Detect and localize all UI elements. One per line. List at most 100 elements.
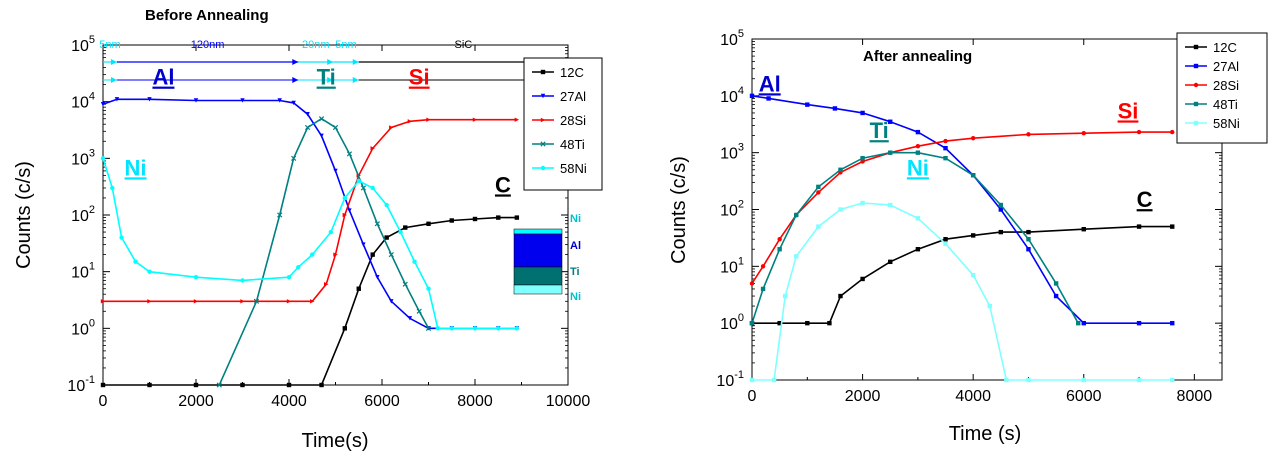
data-point bbox=[860, 155, 865, 161]
x-tick-label: 2000 bbox=[178, 393, 214, 410]
legend-label: 12C bbox=[560, 65, 584, 80]
data-point bbox=[407, 316, 413, 321]
element-label-ni: Ni bbox=[125, 155, 147, 180]
data-point bbox=[342, 326, 347, 331]
layer-label: 5nm bbox=[335, 39, 356, 51]
layer-arrowhead-lower bbox=[110, 77, 117, 83]
data-point bbox=[240, 278, 245, 283]
y-tick-label: 105 bbox=[720, 28, 744, 49]
data-point bbox=[342, 212, 347, 218]
data-point bbox=[888, 259, 893, 265]
series-27Al bbox=[749, 93, 1175, 326]
data-point bbox=[374, 221, 380, 227]
data-point bbox=[915, 247, 921, 252]
data-point bbox=[749, 93, 755, 99]
data-point bbox=[1170, 224, 1175, 229]
data-point bbox=[119, 235, 124, 240]
data-point bbox=[346, 151, 353, 157]
data-point bbox=[304, 124, 311, 131]
data-point bbox=[426, 286, 431, 291]
data-point bbox=[291, 155, 297, 161]
data-point bbox=[407, 119, 413, 124]
series-48Ti bbox=[749, 150, 1081, 326]
legend-label: 12C bbox=[1213, 40, 1237, 55]
data-point bbox=[147, 382, 152, 388]
legend-box bbox=[1176, 32, 1268, 144]
data-point bbox=[472, 326, 478, 331]
layer-arrowhead bbox=[110, 59, 117, 65]
data-point bbox=[240, 382, 245, 388]
data-point bbox=[398, 229, 403, 235]
legend-item: 12C bbox=[1185, 40, 1237, 55]
data-point bbox=[1193, 63, 1199, 69]
chart-title: After annealing bbox=[863, 48, 972, 65]
y-tick-label: 102 bbox=[720, 199, 744, 220]
chart-before-annealing: Before Annealing Counts (c/s) Time(s) 0 2… bbox=[13, 7, 603, 452]
legend-item: 58Ni bbox=[1185, 116, 1240, 131]
x-tick-label: 2000 bbox=[845, 388, 881, 405]
x-axis-label: Time(s) bbox=[301, 430, 368, 452]
layer-arrowhead bbox=[292, 59, 299, 65]
data-point bbox=[147, 299, 152, 304]
data-point bbox=[389, 299, 394, 304]
layer-label: 120nm bbox=[191, 39, 225, 51]
data-point bbox=[838, 167, 843, 172]
data-point bbox=[749, 377, 755, 383]
data-point bbox=[496, 215, 501, 220]
y-tick-label: 105 bbox=[71, 34, 95, 55]
data-point bbox=[777, 247, 782, 252]
data-point bbox=[435, 326, 440, 331]
series-line bbox=[103, 118, 517, 303]
data-point bbox=[838, 207, 843, 212]
data-point bbox=[384, 202, 389, 208]
x-tick-label: 4000 bbox=[955, 388, 991, 405]
stack-label-ni-bottom: Ni bbox=[570, 291, 581, 303]
y-tick-label: 103 bbox=[720, 142, 744, 163]
series-line bbox=[218, 117, 430, 386]
data-point bbox=[147, 97, 152, 102]
data-point bbox=[1136, 320, 1142, 326]
plot-area bbox=[102, 44, 569, 386]
legend-item: 28Si bbox=[532, 113, 586, 128]
data-point bbox=[426, 117, 431, 122]
element-label-c: C bbox=[495, 172, 511, 197]
data-point bbox=[888, 150, 893, 155]
data-point bbox=[760, 264, 766, 269]
data-point bbox=[412, 259, 417, 264]
layer-arrowhead-lower bbox=[327, 77, 334, 83]
data-point bbox=[277, 212, 283, 218]
data-point bbox=[332, 124, 339, 131]
data-point bbox=[998, 202, 1004, 208]
element-label-si: Si bbox=[409, 65, 430, 90]
legend-item: 27Al bbox=[532, 89, 586, 104]
legend: 12C 27Al 28Si 48Ti 58Ni bbox=[1176, 32, 1268, 144]
chart-after-annealing: After annealing Counts (c/s) Time (s) 0 2… bbox=[668, 28, 1268, 445]
element-labels: Al Ti Si Ni C bbox=[125, 65, 511, 198]
data-point bbox=[319, 382, 324, 388]
data-point bbox=[361, 242, 366, 247]
legend-item: 28Si bbox=[1185, 78, 1239, 93]
x-tick-label: 8000 bbox=[457, 393, 493, 410]
series-line bbox=[752, 202, 1173, 381]
data-point bbox=[998, 229, 1004, 235]
legend-item: 48Ti bbox=[1185, 97, 1238, 112]
data-point bbox=[305, 112, 310, 117]
legend-item: 27Al bbox=[1185, 59, 1239, 74]
legend: 12C 27Al 28Si 48Ti 58Ni bbox=[523, 57, 603, 191]
data-point bbox=[1026, 377, 1031, 383]
data-point bbox=[514, 326, 520, 331]
data-point bbox=[1053, 281, 1059, 286]
x-tick-label: 0 bbox=[99, 393, 108, 410]
y-axis-label: Counts (c/s) bbox=[13, 161, 35, 269]
y-tick-label: 100 bbox=[720, 312, 744, 333]
data-point bbox=[114, 97, 120, 102]
x-tick-label: 10000 bbox=[546, 393, 591, 410]
data-point bbox=[240, 98, 245, 103]
legend-label: 48Ti bbox=[560, 137, 585, 152]
data-point bbox=[1026, 237, 1031, 242]
y-tick-label: 10-1 bbox=[716, 369, 744, 390]
data-point bbox=[838, 293, 843, 299]
data-point bbox=[1026, 132, 1031, 137]
data-point bbox=[860, 276, 865, 282]
element-label-al: Al bbox=[759, 71, 781, 96]
